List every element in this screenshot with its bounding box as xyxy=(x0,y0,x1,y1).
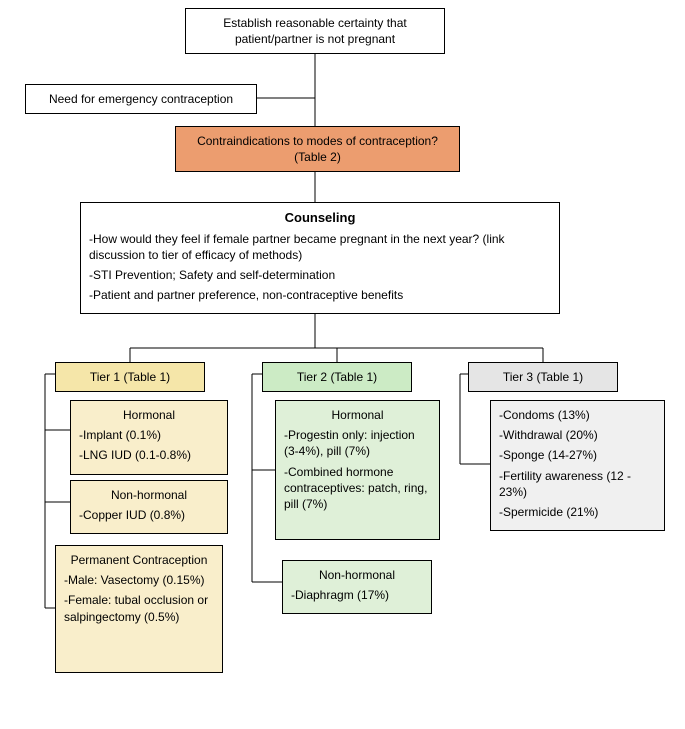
node-tier2_header: Tier 2 (Table 1) xyxy=(262,362,412,392)
node-line: -Implant (0.1%) xyxy=(79,427,219,443)
node-t2_nonhormonal: Non-hormonal -Diaphragm (17%) xyxy=(282,560,432,614)
node-line: -LNG IUD (0.1-0.8%) xyxy=(79,447,219,463)
node-text: Tier 2 (Table 1) xyxy=(271,369,403,385)
node-line: -Condoms (13%) xyxy=(499,407,656,423)
node-text: Tier 1 (Table 1) xyxy=(64,369,196,385)
node-text: Tier 3 (Table 1) xyxy=(477,369,609,385)
node-contra: Contraindications to modes of contracept… xyxy=(175,126,460,172)
node-establish: Establish reasonable certainty that pati… xyxy=(185,8,445,54)
flowchart-canvas: Establish reasonable certainty that pati… xyxy=(0,0,685,729)
node-title: Hormonal xyxy=(79,407,219,423)
node-t1_nonhormonal: Non-hormonal -Copper IUD (0.8%) xyxy=(70,480,228,534)
node-line: -Fertility awareness (12 - 23%) xyxy=(499,468,656,500)
node-t1_permanent: Permanent Contraception -Male: Vasectomy … xyxy=(55,545,223,673)
node-title: Non-hormonal xyxy=(79,487,219,503)
node-line: -Diaphragm (17%) xyxy=(291,587,423,603)
node-line: -Sponge (14-27%) xyxy=(499,447,656,463)
node-tier3_header: Tier 3 (Table 1) xyxy=(468,362,618,392)
node-text: Contraindications to modes of contracept… xyxy=(184,133,451,165)
node-line: -Female: tubal occlusion or salpingectom… xyxy=(64,592,214,624)
node-t2_hormonal: Hormonal -Progestin only: injection (3-4%… xyxy=(275,400,440,540)
node-line: -How would they feel if female partner b… xyxy=(89,231,551,263)
node-t3_items: -Condoms (13%) -Withdrawal (20%) -Sponge (… xyxy=(490,400,665,531)
node-line: -STI Prevention; Safety and self-determi… xyxy=(89,267,551,283)
node-title: Permanent Contraception xyxy=(64,552,214,568)
node-emergency: Need for emergency contraception xyxy=(25,84,257,114)
node-line: -Combined hormone contraceptives: patch,… xyxy=(284,464,431,513)
node-counseling: Counseling -How would they feel if female… xyxy=(80,202,560,314)
node-title: Non-hormonal xyxy=(291,567,423,583)
node-line: -Male: Vasectomy (0.15%) xyxy=(64,572,214,588)
node-line: -Withdrawal (20%) xyxy=(499,427,656,443)
node-t1_hormonal: Hormonal -Implant (0.1%) -LNG IUD (0.1-0.8… xyxy=(70,400,228,475)
node-title: Counseling xyxy=(89,209,551,227)
node-line: -Patient and partner preference, non-con… xyxy=(89,287,551,303)
node-text: Need for emergency contraception xyxy=(34,91,248,107)
node-tier1_header: Tier 1 (Table 1) xyxy=(55,362,205,392)
node-title: Hormonal xyxy=(284,407,431,423)
node-line: -Spermicide (21%) xyxy=(499,504,656,520)
node-text: Establish reasonable certainty that pati… xyxy=(194,15,436,47)
node-line: -Copper IUD (0.8%) xyxy=(79,507,219,523)
node-line: -Progestin only: injection (3-4%), pill … xyxy=(284,427,431,459)
